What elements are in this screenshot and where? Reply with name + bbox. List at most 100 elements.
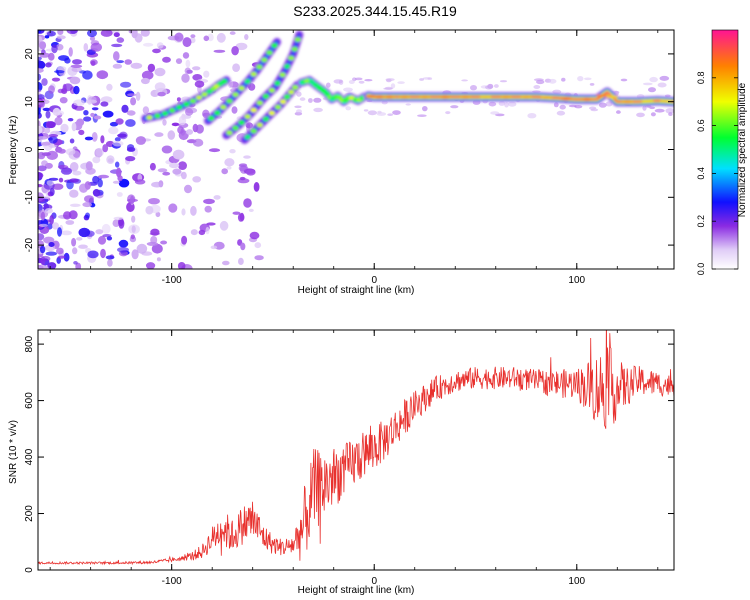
- noise-blob: [38, 60, 46, 70]
- noise-blob: [117, 133, 127, 138]
- noise-blob: [154, 67, 166, 77]
- noise-blob: [45, 62, 52, 68]
- noise-blob: [40, 100, 45, 108]
- noise-blob: [232, 63, 241, 72]
- noise-blob: [69, 178, 79, 183]
- noise-blob: [145, 205, 154, 215]
- noise-blob: [65, 220, 75, 225]
- ridge-bead: [169, 108, 176, 113]
- ridge-bead: [312, 82, 319, 88]
- noise-blob: [107, 259, 113, 267]
- noise-blob: [229, 31, 236, 35]
- noise-blob: [127, 194, 136, 204]
- noise-blob: [106, 236, 113, 241]
- noise-blob: [96, 70, 109, 80]
- ridge-bead: [283, 94, 291, 100]
- noise-blob: [120, 81, 132, 88]
- noise-blob: [665, 108, 674, 114]
- noise-blob: [488, 101, 497, 107]
- noise-blob: [69, 203, 81, 207]
- noise-blob: [206, 222, 216, 226]
- noise-blob: [115, 161, 120, 168]
- noise-blob: [71, 67, 82, 73]
- noise-blob: [235, 42, 248, 51]
- noise-blob: [91, 132, 98, 142]
- noise-blob: [174, 32, 184, 42]
- noise-blob: [207, 33, 214, 42]
- noise-blob: [48, 134, 59, 138]
- ridge-bead: [256, 100, 263, 106]
- noise-blob: [561, 77, 566, 82]
- noise-blob: [73, 85, 80, 95]
- ridge-bead: [161, 111, 169, 116]
- noise-blob: [162, 119, 167, 126]
- noise-blob: [41, 255, 51, 262]
- noise-blob: [185, 108, 194, 116]
- ridge-bead: [279, 99, 287, 105]
- noise-blob: [71, 237, 77, 247]
- ridge-bead: [291, 46, 298, 52]
- noise-blob: [38, 89, 42, 93]
- noise-blob: [58, 177, 64, 183]
- noise-blob: [112, 180, 120, 184]
- noise-blob: [177, 262, 186, 269]
- noise-blob: [162, 171, 171, 176]
- noise-blob: [194, 80, 205, 88]
- ridge-bead: [274, 80, 281, 86]
- noise-blob: [41, 78, 48, 86]
- ridge-bead: [201, 92, 208, 97]
- snr-frame: [37, 329, 675, 571]
- noise-blob: [90, 60, 96, 66]
- noise-blob: [245, 122, 253, 129]
- ridge-bead: [268, 110, 276, 116]
- noise-blob: [102, 110, 114, 118]
- noise-blob: [57, 30, 64, 35]
- noise-blob: [390, 83, 396, 89]
- noise-blob: [72, 247, 78, 255]
- noise-blob: [231, 106, 238, 114]
- noise-blob: [485, 85, 493, 90]
- spectral-ridge: [206, 40, 279, 123]
- noise-blob: [190, 229, 198, 236]
- noise-blob: [203, 198, 215, 205]
- noise-blob: [149, 162, 156, 171]
- noise-blob: [66, 30, 78, 34]
- ridge-bead: [262, 93, 270, 99]
- y-tick-label: 400: [24, 448, 35, 465]
- noise-blob: [76, 237, 83, 241]
- x-tick-label: -100: [162, 576, 182, 587]
- noise-blob: [106, 83, 113, 91]
- noise-blob: [38, 233, 45, 241]
- noise-blob: [85, 161, 93, 171]
- noise-blob: [147, 63, 156, 73]
- noise-blob: [128, 224, 140, 234]
- ridge-bead: [189, 98, 197, 104]
- noise-blob: [46, 30, 56, 37]
- noise-blob: [162, 56, 171, 63]
- noise-blob: [156, 42, 164, 49]
- noise-blob: [168, 203, 178, 213]
- noise-blob: [182, 37, 192, 48]
- noise-blob: [118, 218, 125, 229]
- noise-blob: [135, 91, 141, 102]
- noise-blob: [364, 79, 373, 82]
- ridge-bead: [520, 95, 533, 99]
- noise-blob: [141, 77, 150, 85]
- ridge-bead: [274, 104, 282, 110]
- noise-blob: [60, 230, 72, 236]
- ridge-bead: [479, 95, 492, 99]
- snr-panel: -100 0 100 0 200 400 600 800 Height of straight…: [8, 329, 675, 596]
- figure-title: S233.2025.344.15.45.R19: [293, 3, 457, 19]
- noise-blob: [59, 97, 68, 104]
- noise-blob: [157, 168, 168, 173]
- noise-blob: [46, 150, 58, 160]
- noise-blob: [42, 107, 51, 112]
- noise-blob: [38, 172, 44, 179]
- noise-blob: [126, 110, 136, 116]
- noise-blob: [181, 235, 188, 245]
- noise-blob: [38, 67, 44, 74]
- colorbar: 0.0 0.2 0.4 0.6 0.8 Normalized spectral ampl…: [696, 29, 748, 275]
- noise-blob: [131, 249, 139, 260]
